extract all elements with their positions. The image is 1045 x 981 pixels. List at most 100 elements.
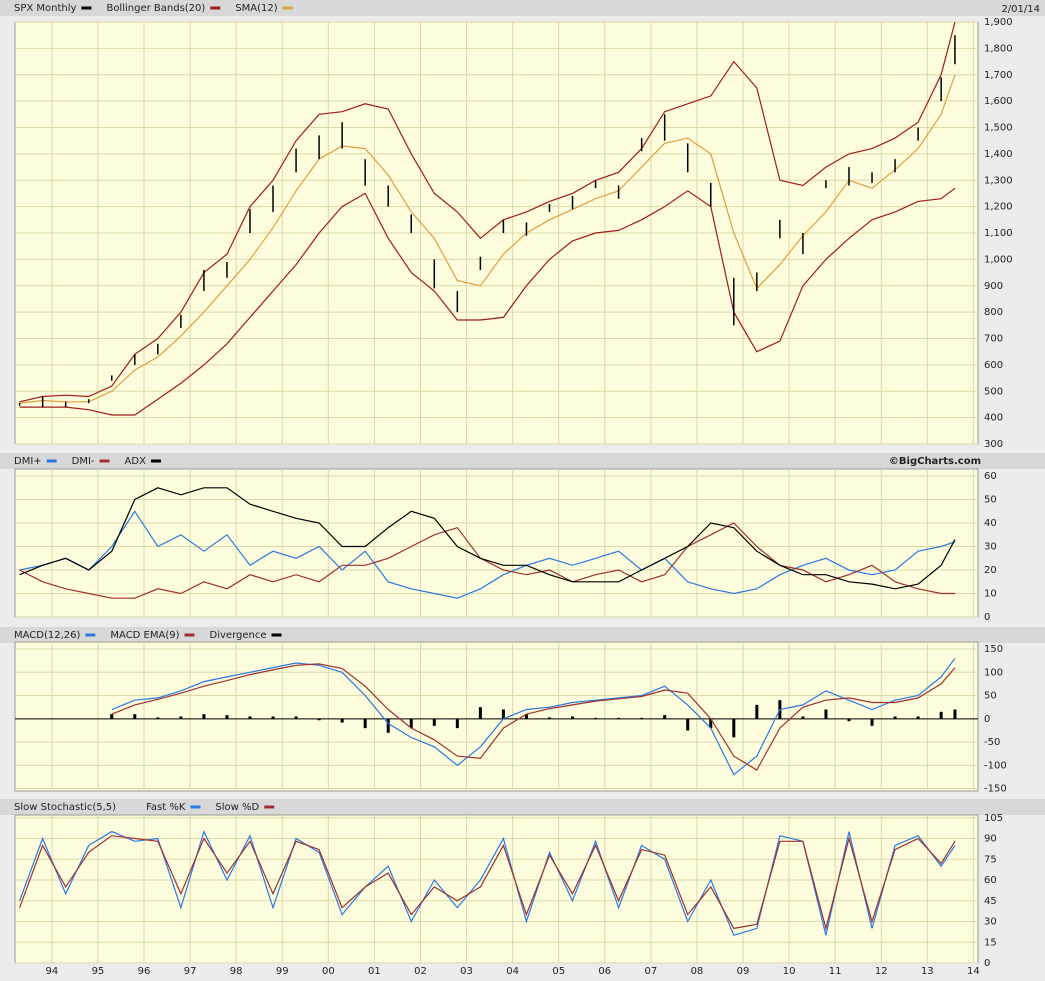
plot-area <box>14 814 979 964</box>
legend-label: MACD(12,26) <box>14 630 81 641</box>
x-tick-label: 05 <box>552 966 565 977</box>
divergence-bar <box>179 716 183 719</box>
x-tick-label: 10 <box>783 966 796 977</box>
divergence-bar <box>640 717 644 719</box>
y-tick-label: 50 <box>984 495 997 506</box>
divergence-bar <box>202 714 206 719</box>
y-tick-label: 60 <box>984 471 997 482</box>
y-tick-label: 1,400 <box>984 149 1013 160</box>
legend-label: SPX Monthly <box>14 3 77 14</box>
divergence-bar <box>663 715 667 719</box>
legend-label: ADX <box>125 456 147 467</box>
y-tick-label: 1,600 <box>984 96 1013 107</box>
macd-line <box>111 657 956 776</box>
y-tick-label: 1,900 <box>984 17 1013 28</box>
divergence-bar <box>248 716 252 719</box>
sma-line <box>19 74 956 404</box>
divergence-bar <box>478 707 482 719</box>
divergence-bar <box>732 718 736 738</box>
y-tick-label: 75 <box>984 854 997 865</box>
divergence-bar <box>709 718 713 729</box>
y-tick-label: 105 <box>984 813 1003 824</box>
x-tick-label: 12 <box>875 966 888 977</box>
divergence-bar <box>409 718 413 729</box>
y-tick-label: 1,700 <box>984 70 1013 81</box>
y-tick-label: -100 <box>984 760 1007 771</box>
y-tick-label: 100 <box>984 667 1003 678</box>
y-tick-label: 700 <box>984 334 1003 345</box>
x-tick-label: 11 <box>829 966 842 977</box>
series-line <box>19 835 956 931</box>
x-tick-label: 01 <box>368 966 381 977</box>
divergence-bar <box>755 704 759 719</box>
y-tick-label: 1,500 <box>984 123 1013 134</box>
credit: ©BigCharts.com <box>889 456 981 467</box>
legend-bar <box>0 799 1045 815</box>
y-tick-label: 900 <box>984 281 1003 292</box>
y-tick-label: 45 <box>984 896 997 907</box>
bollinger-lower <box>19 187 956 416</box>
y-tick-label: 90 <box>984 834 997 845</box>
legend-label: SMA(12) <box>235 3 277 14</box>
x-tick-label: 94 <box>45 966 58 977</box>
legend-label: DMI- <box>72 456 95 467</box>
y-tick-label: 20 <box>984 565 997 576</box>
series-line <box>19 522 955 599</box>
legend-bar <box>0 627 1045 643</box>
y-tick-label: 0 <box>984 958 990 969</box>
x-tick-label: 07 <box>644 966 657 977</box>
y-tick-label: 60 <box>984 875 997 886</box>
divergence-bar <box>386 718 390 733</box>
divergence-bar <box>547 717 551 719</box>
y-tick-label: 400 <box>984 413 1003 424</box>
x-tick-label: 03 <box>460 966 473 977</box>
y-tick-label: 15 <box>984 937 997 948</box>
divergence-bar <box>824 709 828 719</box>
x-tick-label: 98 <box>230 966 243 977</box>
x-tick-label: 04 <box>506 966 519 977</box>
bollinger-upper <box>19 21 956 403</box>
x-tick-label: 97 <box>184 966 197 977</box>
divergence-bar <box>801 716 805 719</box>
x-tick-label: 99 <box>276 966 289 977</box>
legend-label: DMI+ <box>14 456 42 467</box>
x-tick-label: 95 <box>92 966 105 977</box>
divergence-bar <box>939 711 943 719</box>
legend-bar <box>0 453 1045 469</box>
legend-label: Fast %K <box>146 802 186 813</box>
divergence-bar <box>340 718 344 723</box>
x-tick-label: 14 <box>967 966 980 977</box>
divergence-bar <box>271 716 275 719</box>
divergence-bar <box>133 714 137 719</box>
y-tick-label: 500 <box>984 386 1003 397</box>
x-tick-label: 96 <box>138 966 151 977</box>
y-tick-label: 1,000 <box>984 254 1013 265</box>
divergence-bar <box>893 716 897 719</box>
y-tick-label: 150 <box>984 644 1003 655</box>
x-tick-label: 06 <box>598 966 611 977</box>
y-tick-label: 50 <box>984 691 997 702</box>
divergence-bar <box>847 718 851 722</box>
series-line <box>19 510 956 599</box>
x-tick-label: 13 <box>921 966 934 977</box>
series-line <box>19 487 956 590</box>
divergence-bar <box>524 714 528 719</box>
y-tick-label: 30 <box>984 542 997 553</box>
divergence-bar <box>870 718 874 726</box>
y-tick-label: 30 <box>984 917 997 928</box>
x-tick-label: 00 <box>322 966 335 977</box>
legend-label: Divergence <box>210 630 267 641</box>
divergence-bar <box>225 715 229 719</box>
divergence-bar <box>432 718 436 726</box>
date-label: 2/01/14 <box>1001 4 1040 15</box>
divergence-bar <box>501 709 505 719</box>
divergence-bar <box>617 717 621 719</box>
y-tick-label: 0 <box>984 714 990 725</box>
x-tick-label: 08 <box>691 966 704 977</box>
x-tick-label: 02 <box>414 966 427 977</box>
legend-bar <box>0 0 1045 16</box>
y-tick-label: -50 <box>984 737 1000 748</box>
x-tick-label: 09 <box>737 966 750 977</box>
